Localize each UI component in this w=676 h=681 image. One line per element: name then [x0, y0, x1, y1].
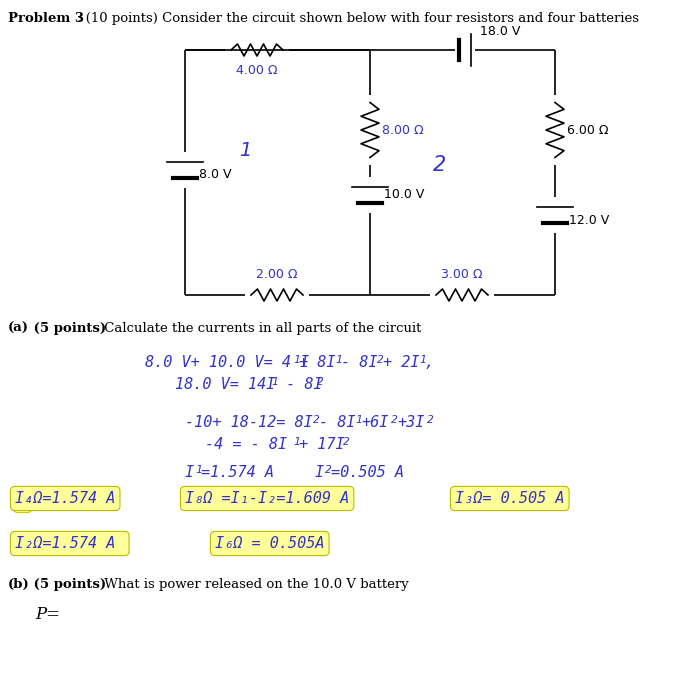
Text: 10.0 V: 10.0 V: [384, 189, 425, 202]
Text: I₄Ω=1.574 A: I₄Ω=1.574 A: [15, 491, 116, 506]
Text: 1: 1: [293, 437, 299, 447]
Text: - 8I: - 8I: [341, 355, 377, 370]
Text: 1: 1: [293, 355, 299, 365]
Text: 18.0 V: 18.0 V: [480, 25, 521, 38]
Text: I₃Ω= 0.505 A: I₃Ω= 0.505 A: [455, 491, 564, 506]
Text: 8.00 Ω: 8.00 Ω: [382, 123, 424, 136]
Text: 1: 1: [419, 355, 426, 365]
Text: I₆Ω = 0.505A: I₆Ω = 0.505A: [215, 536, 324, 551]
Text: ,: ,: [424, 355, 433, 370]
Text: =1.574 A: =1.574 A: [201, 465, 274, 480]
Text: (5 points): (5 points): [29, 578, 106, 591]
Text: 2: 2: [317, 377, 324, 387]
Text: I: I: [315, 465, 324, 480]
Text: 2: 2: [343, 437, 349, 447]
Text: What is power released on the 10.0 V battery: What is power released on the 10.0 V bat…: [100, 578, 409, 591]
Text: 1: 1: [355, 415, 362, 425]
Text: 4.00 Ω: 4.00 Ω: [236, 64, 278, 77]
Text: I: I: [185, 465, 194, 480]
Text: + 2I: + 2I: [383, 355, 420, 370]
Text: - 8I: - 8I: [319, 415, 356, 430]
Text: 6.00 Ω: 6.00 Ω: [567, 123, 608, 136]
Text: (b): (b): [8, 578, 30, 591]
Text: 2: 2: [377, 355, 384, 365]
Text: -10+ 18-12= 8I: -10+ 18-12= 8I: [185, 415, 313, 430]
Text: I: I: [18, 493, 27, 508]
Text: P=: P=: [35, 606, 60, 623]
Text: 2: 2: [427, 415, 434, 425]
Text: Problem 3: Problem 3: [8, 12, 84, 25]
Text: 2: 2: [391, 415, 397, 425]
Text: 1: 1: [271, 377, 278, 387]
Text: I₂Ω=1.574 A: I₂Ω=1.574 A: [15, 536, 124, 551]
Text: +3I: +3I: [397, 415, 425, 430]
Text: 2: 2: [433, 155, 447, 175]
Text: : (10 points) Consider the circuit shown below with four resistors and four batt: : (10 points) Consider the circuit shown…: [77, 12, 639, 25]
Text: 2: 2: [325, 465, 332, 475]
Text: 8.0 V: 8.0 V: [199, 168, 231, 182]
Text: + 8I: + 8I: [299, 355, 335, 370]
Text: 18.0 V= 14I: 18.0 V= 14I: [175, 377, 275, 392]
Text: (5 points): (5 points): [29, 322, 106, 335]
Text: 8.0 V+ 10.0 V= 4 I: 8.0 V+ 10.0 V= 4 I: [145, 355, 309, 370]
Text: I₈Ω =I₁-I₂=1.609 A: I₈Ω =I₁-I₂=1.609 A: [185, 491, 349, 506]
Text: 2: 2: [313, 415, 320, 425]
Text: 2.00 Ω: 2.00 Ω: [256, 268, 297, 281]
Text: - 8I: - 8I: [277, 377, 322, 392]
Text: -4 = - 8I: -4 = - 8I: [205, 437, 287, 452]
Text: Calculate the currents in all parts of the circuit: Calculate the currents in all parts of t…: [100, 322, 421, 335]
Text: 1: 1: [335, 355, 342, 365]
Text: +6I: +6I: [361, 415, 389, 430]
Text: (a): (a): [8, 322, 29, 335]
Text: =0.505 A: =0.505 A: [331, 465, 404, 480]
Text: 1: 1: [195, 465, 201, 475]
Text: 3.00 Ω: 3.00 Ω: [441, 268, 483, 281]
Text: 12.0 V: 12.0 V: [569, 214, 609, 227]
Text: + 17I: + 17I: [299, 437, 345, 452]
Text: 1: 1: [239, 140, 251, 159]
